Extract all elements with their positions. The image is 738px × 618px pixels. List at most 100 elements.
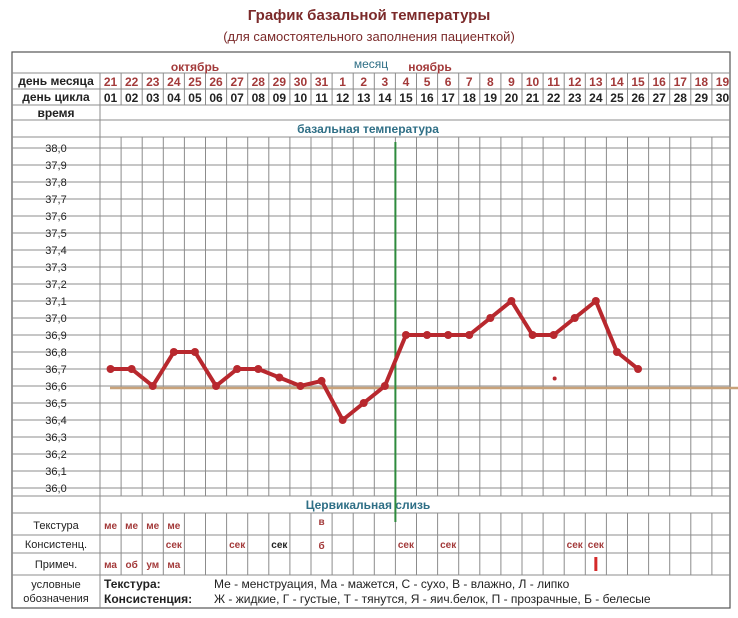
temperature-point-day-9 — [275, 373, 284, 382]
day-of-month-24: 13 — [589, 75, 603, 89]
y-tick-37-4: 37,4 — [45, 245, 66, 257]
mucus-consistency-day-23: сек — [567, 540, 584, 551]
day-of-month-20: 9 — [508, 75, 515, 89]
temperature-point-day-23 — [570, 314, 579, 322]
day-of-month-14: 3 — [382, 75, 389, 89]
temperature-point-day-12 — [338, 416, 347, 424]
cycle-day-1: 01 — [104, 91, 118, 105]
day-of-month-5: 25 — [188, 75, 202, 89]
y-tick-37-8: 37,8 — [45, 177, 66, 189]
chart-subtitle: (для самостоятельного заполнения пациент… — [223, 29, 515, 44]
temperature-point-day-3 — [148, 382, 157, 390]
cycle-day-11: 11 — [315, 91, 328, 105]
cycle-day-27: 27 — [652, 91, 666, 105]
mucus-consistency-day-17: сек — [440, 540, 457, 551]
day-of-month-16: 5 — [424, 75, 431, 89]
cycle-day-14: 14 — [378, 91, 392, 105]
cycle-day-22: 22 — [547, 91, 561, 105]
legend-consistency-key: Консистенция: — [104, 592, 192, 606]
mucus-notes-day-4: ма — [167, 560, 180, 571]
y-tick-36-1: 36,1 — [45, 466, 66, 478]
day-of-month-10: 30 — [294, 75, 308, 89]
temperature-point-day-25 — [612, 348, 621, 356]
y-tick-36-4: 36,4 — [45, 415, 66, 427]
day-of-month-26: 15 — [631, 75, 645, 89]
cycle-day-28: 28 — [674, 91, 688, 105]
temperature-point-day-17 — [444, 331, 453, 339]
day-of-month-6: 26 — [209, 75, 223, 89]
mucus-consistency-day-9: сек — [271, 540, 288, 551]
cycle-day-30: 30 — [716, 91, 730, 105]
day-of-month-2: 22 — [125, 75, 139, 89]
day-of-month-4: 24 — [167, 75, 181, 89]
mucus-consistency-day-15: сек — [398, 540, 415, 551]
row-label-texture: Текстура — [33, 520, 79, 532]
day-of-month-25: 14 — [610, 75, 624, 89]
cycle-day-29: 29 — [695, 91, 709, 105]
stray-dot — [552, 376, 557, 381]
y-tick-37-3: 37,3 — [45, 262, 66, 274]
mucus-consistency-day-11: б — [318, 540, 324, 552]
day-of-month-9: 29 — [273, 75, 287, 89]
y-tick-38-0: 38,0 — [45, 143, 66, 155]
mucus-notes-day-2: об — [126, 559, 138, 571]
mucus-consistency-day-4: сек — [166, 540, 183, 551]
cycle-day-16: 16 — [420, 91, 434, 105]
y-tick-37-1: 37,1 — [45, 296, 66, 308]
cycle-day-9: 09 — [273, 91, 287, 105]
cycle-day-15: 15 — [399, 91, 413, 105]
notes-marker-day-24 — [594, 557, 598, 571]
mucus-texture-day-3: ме — [146, 521, 159, 532]
temperature-point-day-22 — [549, 331, 558, 339]
cycle-day-19: 19 — [484, 91, 498, 105]
cycle-day-6: 06 — [209, 91, 223, 105]
day-of-month-23: 12 — [568, 75, 582, 89]
day-of-month-1: 21 — [104, 75, 118, 89]
day-of-month-7: 27 — [230, 75, 244, 89]
cycle-day-8: 08 — [252, 91, 266, 105]
day-of-month-17: 6 — [445, 75, 452, 89]
day-of-month-21: 10 — [526, 75, 540, 89]
temperature-point-day-2 — [127, 365, 136, 373]
temperature-point-day-24 — [591, 297, 600, 305]
temperature-point-day-11 — [317, 376, 326, 385]
y-tick-36-5: 36,5 — [45, 398, 66, 410]
y-tick-37-7: 37,7 — [45, 194, 66, 206]
mucus-consistency-day-24: сек — [588, 540, 605, 551]
temperature-point-day-4 — [169, 348, 178, 356]
cycle-day-10: 10 — [294, 91, 308, 105]
mucus-texture-day-11: в — [318, 517, 324, 528]
cycle-day-24: 24 — [589, 91, 603, 105]
temperature-point-day-26 — [634, 365, 643, 373]
temperature-point-day-15 — [401, 331, 410, 339]
temperature-point-day-1 — [106, 365, 115, 373]
month-label-october: октябрь — [171, 60, 219, 74]
legend-label-2: обозначения — [23, 593, 88, 605]
day-of-month-28: 17 — [674, 75, 688, 89]
cycle-day-26: 26 — [631, 91, 645, 105]
temperature-point-day-8 — [254, 365, 263, 373]
cycle-day-3: 03 — [146, 91, 160, 105]
temperature-point-day-21 — [528, 331, 537, 339]
cycle-day-21: 21 — [526, 91, 540, 105]
row-label-consistency: Консистенц. — [25, 539, 87, 551]
mucus-texture-day-4: ме — [167, 521, 180, 532]
mucus-consistency-day-7: сек — [229, 540, 246, 551]
row-label-day-of-month: день месяца — [18, 74, 94, 88]
temperature-point-day-10 — [296, 382, 305, 390]
y-tick-37-9: 37,9 — [45, 160, 66, 172]
y-tick-36-7: 36,7 — [45, 364, 66, 376]
cycle-day-13: 13 — [357, 91, 371, 105]
temperature-point-day-13 — [359, 399, 368, 407]
month-label-november: ноябрь — [408, 60, 452, 74]
temperature-point-day-16 — [423, 331, 432, 339]
cycle-day-4: 04 — [167, 91, 181, 105]
temperature-series — [106, 297, 643, 424]
mucus-notes-day-3: ум — [146, 560, 159, 571]
chart-header: График базальной температуры (для самост… — [0, 0, 738, 50]
y-tick-36-8: 36,8 — [45, 347, 66, 359]
day-of-month-11: 31 — [315, 75, 329, 89]
labels-layer: месяц октябрь ноябрь день месяца день цикла в… — [18, 57, 729, 606]
y-tick-37-6: 37,6 — [45, 211, 66, 223]
